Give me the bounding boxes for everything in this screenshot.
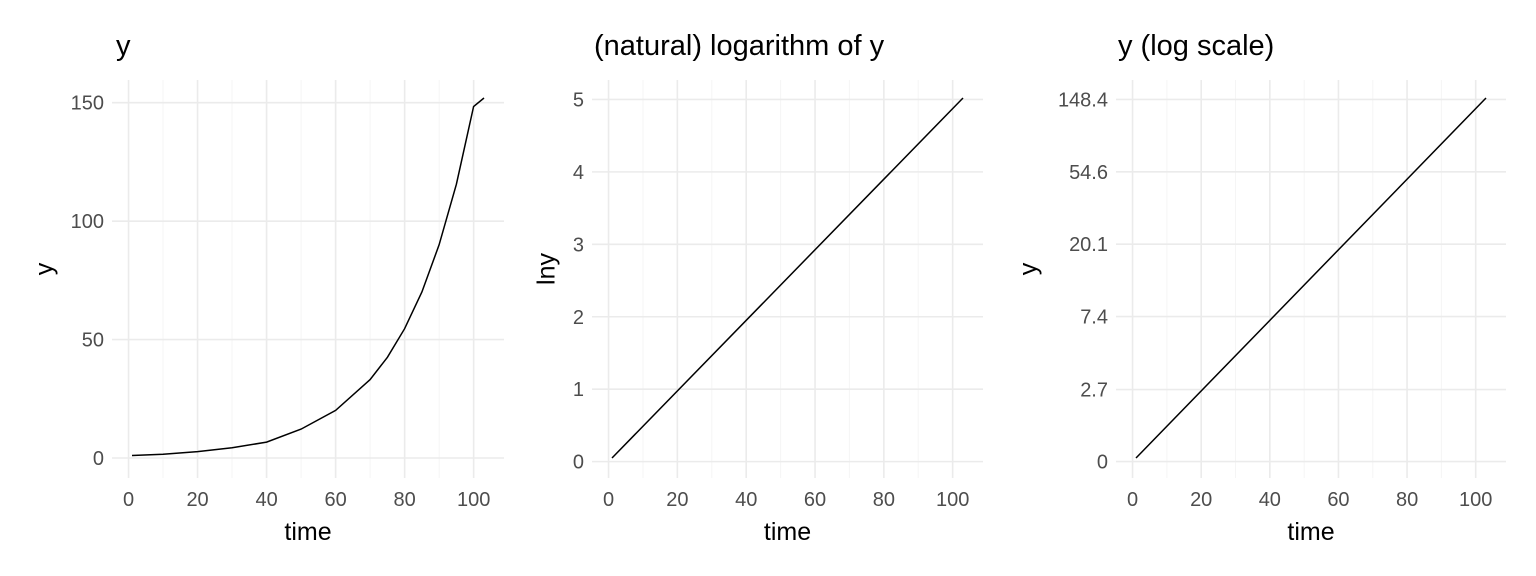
y-axis-title: lny <box>533 253 561 285</box>
series-line <box>1135 97 1487 459</box>
x-tick-label: 40 <box>1259 489 1281 511</box>
x-tick-label: 100 <box>936 489 969 511</box>
panel-3: 0 20 40 60 80 100 0 2.7 7.4 20.1 54.6 148.4 y (log s… <box>1015 30 1506 546</box>
x-tick-label: 80 <box>1396 489 1418 511</box>
x-tick-label: 20 <box>1190 489 1212 511</box>
x-tick-label: 40 <box>735 489 757 511</box>
y-tick-label: 4 <box>573 162 584 184</box>
y-tick-label: 0 <box>573 452 584 474</box>
x-tick-label: 80 <box>873 489 895 511</box>
series-line <box>131 97 485 457</box>
x-tick-label: 60 <box>1327 489 1349 511</box>
x-tick-label: 60 <box>804 489 826 511</box>
x-axis-title: time <box>284 518 331 546</box>
x-tick-label: 40 <box>255 489 277 511</box>
chart-title: (natural) logarithm of y <box>594 30 885 62</box>
chart-title: y (log scale) <box>1118 30 1274 62</box>
y-tick-label: 0 <box>1097 452 1108 474</box>
x-tick-label: 80 <box>394 489 416 511</box>
y-tick-label: 20.1 <box>1069 234 1108 256</box>
y-tick-label: 50 <box>82 330 104 352</box>
gridlines <box>592 80 983 478</box>
chart-title: y <box>116 30 131 62</box>
x-tick-label: 60 <box>324 489 346 511</box>
y-tick-label: 5 <box>573 89 584 111</box>
x-tick-label: 100 <box>457 489 490 511</box>
y-tick-label: 148.4 <box>1058 89 1108 111</box>
x-tick-label: 100 <box>1459 489 1492 511</box>
y-tick-label: 0 <box>93 448 104 470</box>
gridlines <box>112 80 504 478</box>
y-axis-title: y <box>31 262 59 275</box>
y-tick-label: 7.4 <box>1080 307 1108 329</box>
x-tick-label: 0 <box>603 489 614 511</box>
y-tick-label: 150 <box>71 93 104 115</box>
x-tick-label: 20 <box>666 489 688 511</box>
y-tick-label: 100 <box>71 211 104 233</box>
y-tick-label: 1 <box>573 379 584 401</box>
panel-2: 0 20 40 60 80 100 0 1 2 3 4 5 (natural) logarithm of… <box>533 30 983 546</box>
x-tick-label: 0 <box>123 489 134 511</box>
x-tick-label: 20 <box>186 489 208 511</box>
x-axis-title: time <box>764 518 811 546</box>
panel-1: 0 20 40 60 80 100 0 50 100 150 y time y <box>31 30 504 546</box>
x-axis-title: time <box>1287 518 1334 546</box>
gridlines <box>1116 80 1506 478</box>
series-line <box>611 97 964 459</box>
y-axis-title: y <box>1015 262 1043 275</box>
y-tick-label: 3 <box>573 234 584 256</box>
y-tick-label: 54.6 <box>1069 162 1108 184</box>
y-tick-label: 2 <box>573 307 584 329</box>
x-tick-label: 0 <box>1127 489 1138 511</box>
y-tick-label: 2.7 <box>1080 380 1108 402</box>
